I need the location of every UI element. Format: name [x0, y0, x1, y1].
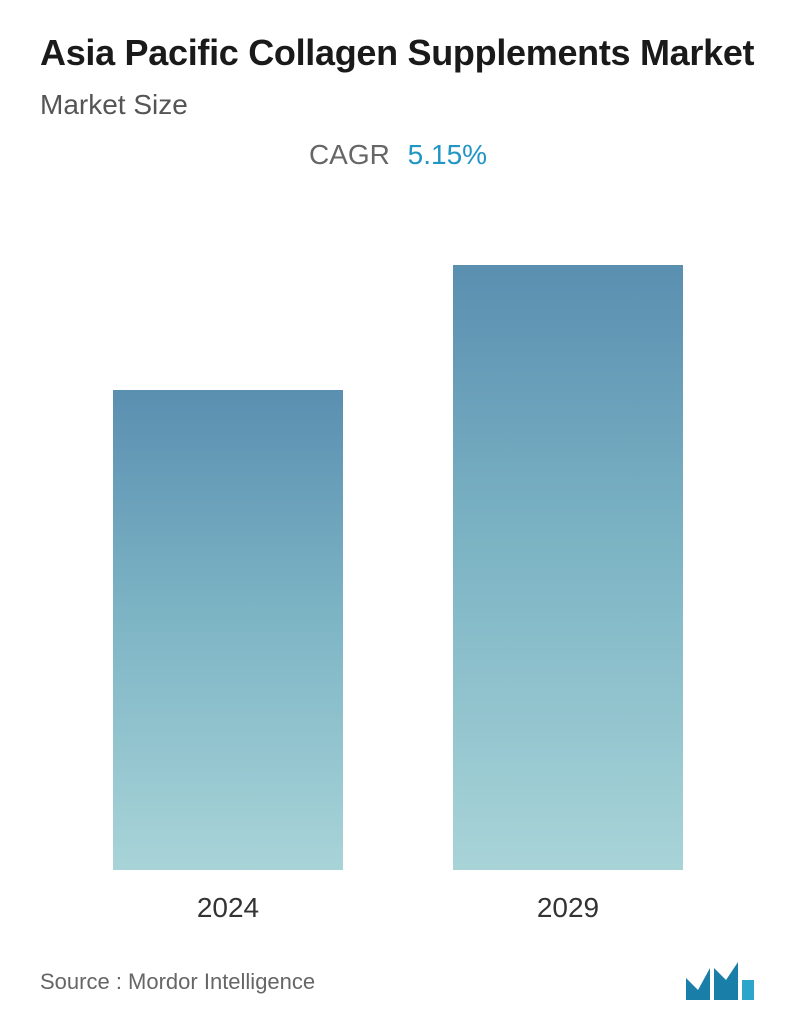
brand-logo	[684, 960, 756, 1004]
bar-label-0: 2024	[197, 892, 259, 924]
logo-icon	[684, 960, 756, 1004]
bar-0	[113, 390, 343, 870]
cagr-row: CAGR 5.15%	[40, 139, 756, 171]
bar-group-1: 2029	[453, 265, 683, 924]
cagr-value: 5.15%	[408, 139, 487, 170]
bar-label-1: 2029	[537, 892, 599, 924]
chart-title: Asia Pacific Collagen Supplements Market	[40, 30, 756, 75]
chart-container: Asia Pacific Collagen Supplements Market…	[0, 0, 796, 1034]
chart-subtitle: Market Size	[40, 89, 756, 121]
bar-1	[453, 265, 683, 870]
cagr-label: CAGR	[309, 139, 390, 170]
bar-group-0: 2024	[113, 390, 343, 924]
source-text: Source : Mordor Intelligence	[40, 969, 315, 995]
footer: Source : Mordor Intelligence	[40, 924, 756, 1014]
chart-area: 2024 2029	[40, 195, 756, 924]
